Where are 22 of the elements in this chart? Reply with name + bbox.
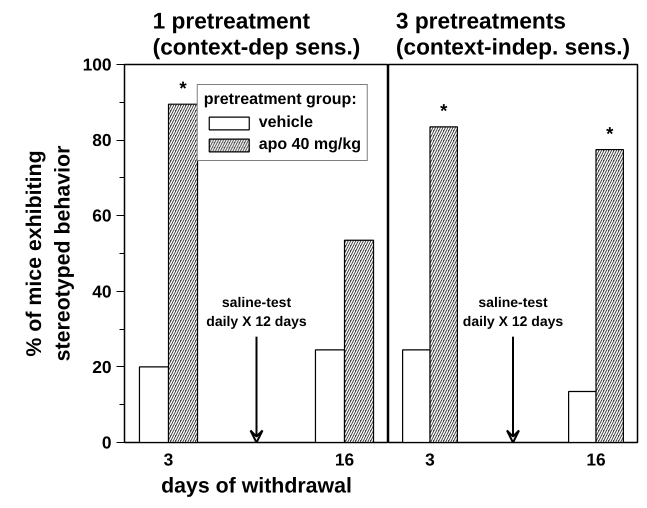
y-axis-title: % of mice exhibiting stereotyped behavior bbox=[22, 146, 75, 362]
annotation: saline-test daily X 12 days bbox=[462, 294, 564, 330]
y-tick-label: 0 bbox=[102, 432, 112, 452]
annotation: * bbox=[606, 122, 614, 144]
legend-label: vehicle bbox=[258, 114, 314, 132]
annotation: * bbox=[440, 100, 448, 122]
legend-title: pretreatment group: bbox=[204, 91, 358, 109]
legend-label: apo 40 mg/kg bbox=[258, 136, 361, 154]
x-axis-title: days of withdrawal bbox=[161, 474, 352, 498]
y-tick-label: 60 bbox=[92, 206, 112, 226]
annotation: saline-test daily X 12 days bbox=[206, 294, 307, 330]
y-tick-label: 40 bbox=[92, 281, 112, 302]
x-tick-label: 16 bbox=[334, 450, 354, 470]
x-tick-label: 3 bbox=[164, 450, 174, 470]
x-tick-label: 3 bbox=[425, 450, 436, 470]
annotation: * bbox=[179, 78, 188, 99]
chart-title: 3 pretreatments (context-indep. sens.) bbox=[396, 8, 630, 60]
y-tick-label: 100 bbox=[82, 54, 112, 74]
chart-title: 1 pretreatment (context-dep sens.) bbox=[152, 8, 360, 60]
x-tick-label: 16 bbox=[586, 450, 606, 470]
y-tick-label: 80 bbox=[92, 130, 112, 150]
y-tick-label: 20 bbox=[92, 356, 112, 377]
